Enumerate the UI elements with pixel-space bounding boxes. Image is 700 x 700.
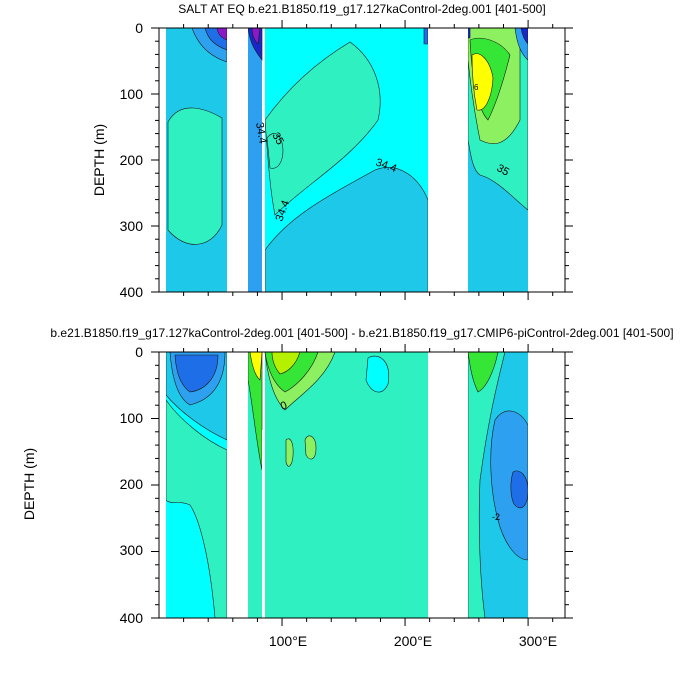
top-contour-labels: 34.4 35 34.4 34.4 35 6: [253, 83, 511, 223]
bottom-basin-3-blob-b: [285, 438, 294, 467]
top-basin-2-fill: [248, 28, 262, 292]
top-contour-label: 34.4: [253, 121, 269, 144]
top-plot-area: 34.4 35 34.4 34.4 35 6: [159, 28, 565, 292]
bottom-basin-2-green: [247, 352, 263, 471]
top-basin-1-contour-mint: [167, 107, 223, 245]
top-y-tick-label: 100: [120, 86, 144, 102]
top-filled-contours: [159, 28, 565, 292]
top-contour-label: 6: [474, 83, 479, 92]
bottom-land-4: [528, 352, 565, 618]
bottom-y-tick-label: 0: [135, 344, 143, 360]
top-land-3: [428, 28, 468, 292]
bottom-basin-4-mint: [467, 352, 506, 618]
top-y-axis-label: DEPTH (m): [91, 124, 107, 196]
bottom-filled-contours: [159, 352, 565, 618]
bottom-basin-3-lime: [271, 352, 301, 375]
top-y-tick-label: 0: [135, 20, 143, 36]
bottom-basin-1-mint: [165, 399, 228, 618]
bottom-y-tick-label: 100: [120, 410, 144, 426]
bottom-x-tick-labels: 100°E 200°E 300°E: [269, 633, 557, 649]
bottom-land-1: [227, 352, 248, 618]
bottom-contour-label: -2: [492, 512, 500, 522]
top-panel-title: SALT AT EQ b.e21.B1850.f19_g17.127kaCont…: [178, 2, 545, 16]
bottom-basin-2-yellow: [249, 352, 263, 381]
bottom-x-tick-label: 100°E: [269, 633, 307, 649]
top-basin-3-deep: [264, 167, 429, 292]
bottom-land-5: [159, 352, 166, 618]
top-basin-2-surface-b: [251, 28, 261, 45]
bottom-y-tick-label: 200: [120, 476, 144, 492]
top-y-tick-labels: 0 100 200 300 400: [120, 20, 144, 300]
bottom-y-axis-label: DEPTH (m): [21, 448, 37, 520]
bottom-y-tick-label: 300: [120, 542, 144, 558]
top-basin-3-mint: [264, 41, 381, 216]
top-contour-label: 35: [495, 162, 512, 179]
bottom-x-tick-label: 200°E: [394, 633, 432, 649]
bottom-y-tick-labels: 0 100 200 300 400: [120, 344, 144, 626]
top-land-4: [528, 28, 565, 292]
bottom-land-3: [428, 352, 468, 618]
top-basin-3-green: [266, 133, 284, 169]
top-land-5: [159, 28, 166, 292]
top-basin-3-east-dark: [423, 28, 429, 45]
bottom-basin-4-blue: [510, 470, 529, 509]
tick-marks: [151, 20, 573, 626]
bottom-contour-label: 0: [279, 399, 289, 412]
bottom-basin-4-green: [467, 352, 499, 393]
bottom-basin-3-blob-c: [365, 355, 389, 393]
top-y-tick-label: 300: [120, 218, 144, 234]
bottom-x-tick-label: 300°E: [519, 633, 557, 649]
top-contour-label: 35: [269, 131, 286, 148]
top-y-tick-label: 400: [120, 284, 144, 300]
top-y-tick-label: 200: [120, 152, 144, 168]
bottom-panel-title: b.e21.B1850.f19_g17.127kaControl-2deg.00…: [50, 326, 673, 340]
top-land-1: [227, 28, 248, 292]
bottom-plot-area: 0 -2: [159, 352, 565, 618]
bottom-basin-4-sky: [490, 410, 529, 561]
top-land-2: [262, 110, 265, 292]
bottom-basin-3-blob-a: [304, 435, 317, 460]
bottom-basin-1-blue: [174, 354, 219, 393]
bottom-land-2: [262, 430, 265, 618]
top-basin-4-yellow: [471, 53, 494, 111]
bottom-y-tick-label: 400: [120, 610, 144, 626]
bottom-contour-labels: 0 -2: [279, 399, 500, 522]
